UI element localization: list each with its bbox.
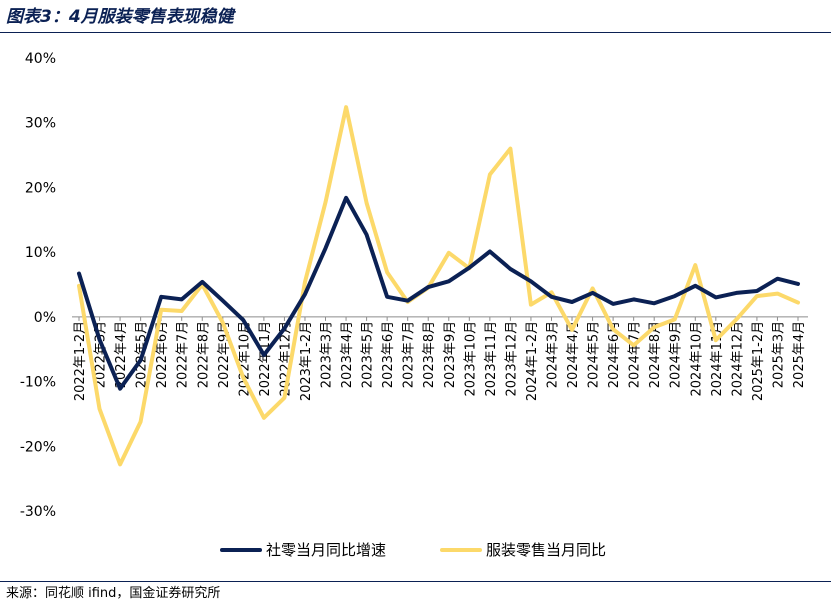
y-tick-label: 10% (25, 245, 56, 261)
x-tick-label: 2022年10月 (237, 321, 252, 397)
x-tick-label: 2023年10月 (463, 321, 478, 397)
x-tick-label: 2022年8月 (196, 321, 211, 388)
x-tick-label: 2024年5月 (587, 321, 602, 388)
source-note: 来源：同花顺 ifind，国金证券研究所 (6, 586, 221, 601)
x-tick-label: 2023年8月 (422, 321, 437, 388)
x-tick-label: 2023年12月 (504, 321, 519, 397)
x-tick-label: 2022年1-2月 (73, 321, 88, 401)
x-tick-label: 2024年12月 (730, 321, 745, 397)
x-tick-label: 2023年11月 (484, 321, 499, 397)
x-tick-label: 2024年6月 (607, 321, 622, 388)
series-lines (77, 105, 800, 467)
x-tick-label: 2023年9月 (443, 321, 458, 388)
x-tick-label: 2024年9月 (669, 321, 684, 388)
x-tick-label: 2023年3月 (320, 321, 335, 388)
y-tick-label: 20% (25, 180, 56, 196)
x-tick-label: 2025年3月 (771, 321, 786, 388)
y-tick-label: 40% (25, 51, 56, 67)
x-tick-label: 2023年6月 (381, 321, 396, 388)
footer-divider (0, 581, 831, 582)
chart-legend: 社零当月同比增速 服装零售当月同比 (220, 541, 606, 559)
x-axis: 2022年1-2月 2022年3月 2022年4月 2022年5月 2022年6月 202… (73, 316, 807, 401)
x-tick-label: 2023年1-2月 (299, 321, 314, 401)
x-tick-label: 2024年3月 (545, 321, 560, 388)
x-tick-label: 2022年7月 (176, 321, 191, 388)
x-tick-label: 2024年10月 (689, 321, 704, 397)
x-tick-label: 2024年7月 (628, 321, 643, 388)
y-tick-label: -20% (20, 439, 56, 455)
series-line-1 (77, 195, 800, 391)
x-tick-label: 2023年4月 (340, 321, 355, 388)
x-tick-label: 2023年5月 (361, 321, 376, 388)
x-tick-label: 2022年11月 (258, 321, 273, 397)
line-chart: 40%30%20%10%0%-10%-20%-30% 2022年1-2月 2022… (20, 51, 808, 559)
x-tick-label: 2024年4月 (566, 321, 581, 388)
x-tick-label: 2023年7月 (402, 321, 417, 388)
x-tick-label: 2025年4月 (792, 321, 807, 388)
x-tick-label: 2022年6月 (155, 321, 170, 388)
legend-label-2: 服装零售当月同比 (486, 541, 606, 559)
legend-label-1: 社零当月同比增速 (266, 541, 386, 559)
x-tick-label: 2025年1-2月 (751, 321, 766, 401)
x-tick-label: 2024年8月 (648, 321, 663, 388)
x-tick-label: 2024年11月 (710, 321, 725, 397)
y-tick-label: -10% (20, 375, 56, 391)
y-axis: 40% 30% 20% 10% 0% -10% -20% -30% (20, 51, 56, 520)
x-tick-label: 2024年1-2月 (525, 321, 540, 401)
y-tick-label: -30% (20, 504, 56, 520)
x-tick-label: 2022年4月 (114, 321, 129, 388)
chart-title: 图表3：4月服装零售表现稳健 (6, 7, 234, 27)
y-tick-label: 30% (25, 116, 56, 132)
series-line-2 (77, 105, 800, 467)
title-divider (0, 32, 831, 33)
y-tick-label: 0% (34, 310, 56, 326)
